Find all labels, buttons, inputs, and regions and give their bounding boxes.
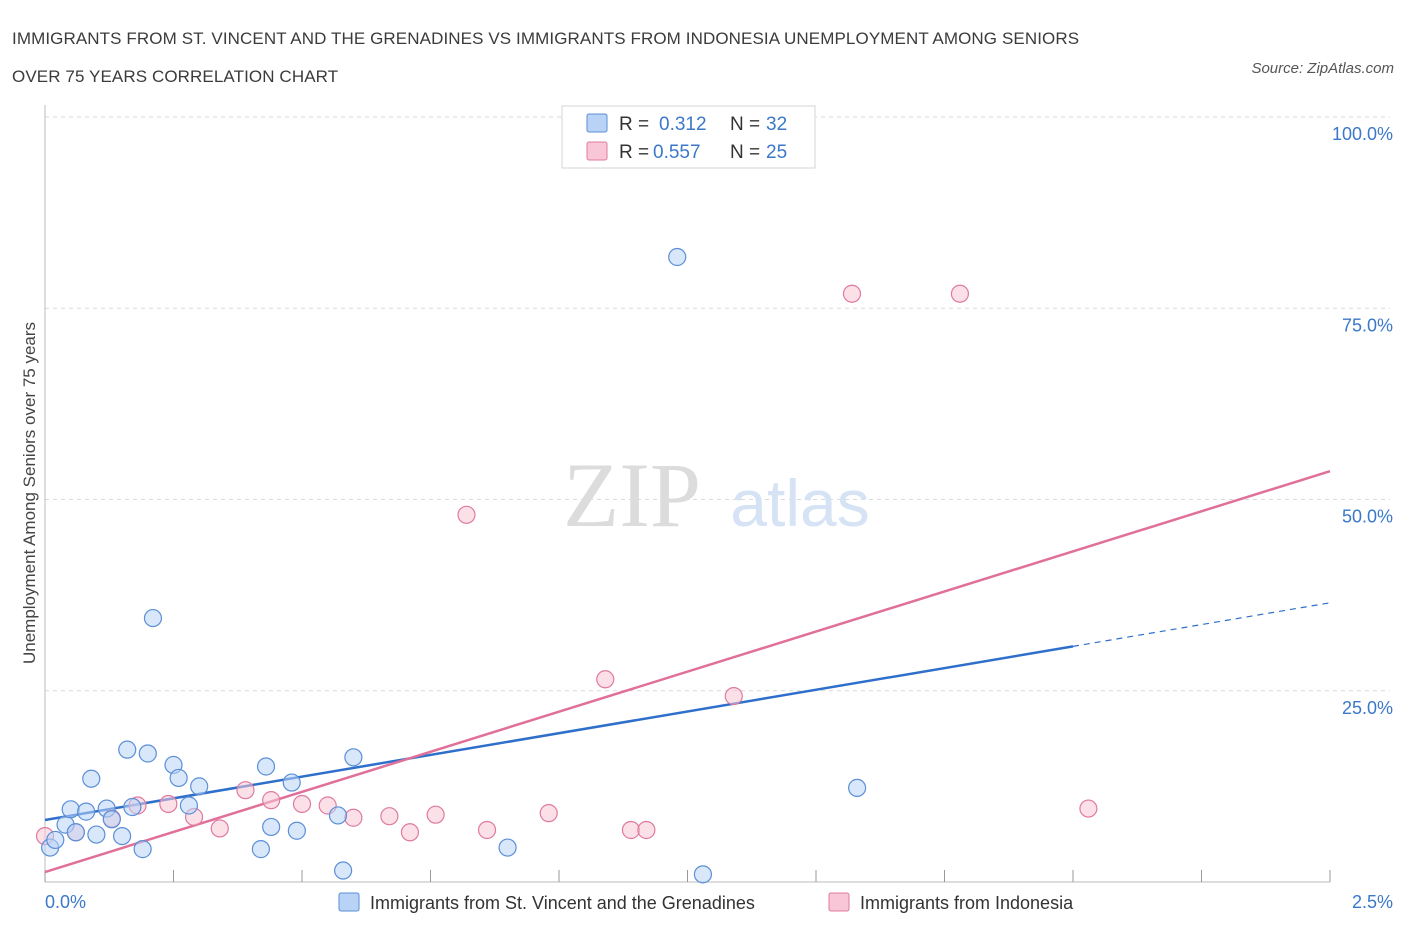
point-vincent-14 <box>138 744 157 763</box>
legend-stats: R = 0.312 N = 32 R = 0.557 N = 25 <box>561 105 816 169</box>
y-tick-label-3: 25.0% <box>1342 698 1393 718</box>
legend-bottom-swatch-blue <box>338 892 360 912</box>
legend-series: Immigrants from St. Vincent and the Gren… <box>338 892 1074 913</box>
point-indonesia-13 <box>400 823 420 842</box>
chart-title: IMMIGRANTS FROM ST. VINCENT AND THE GREN… <box>12 20 1079 96</box>
point-vincent-6 <box>82 769 101 788</box>
y-tick-label-2: 50.0% <box>1342 507 1393 527</box>
point-indonesia-16 <box>477 820 497 840</box>
watermark-atlas: atlas <box>730 466 869 540</box>
point-indonesia-22 <box>842 284 862 303</box>
chart-title-line2: OVER 75 YEARS CORRELATION CHART <box>12 67 339 86</box>
point-indonesia-14 <box>426 805 445 824</box>
point-indonesia-4 <box>159 794 178 814</box>
point-vincent-26 <box>334 861 353 880</box>
point-indonesia-9 <box>292 794 312 814</box>
point-vincent-27 <box>344 748 363 767</box>
point-indonesia-8 <box>262 791 281 810</box>
point-indonesia-20 <box>637 820 656 840</box>
watermark-zip: ZIP <box>563 444 701 546</box>
point-indonesia-11 <box>344 808 363 827</box>
trend-lines <box>44 470 1331 874</box>
point-indonesia-21 <box>724 687 743 706</box>
point-vincent-24 <box>287 821 306 840</box>
legend-bottom-label-pink: Immigrants from Indonesia <box>860 893 1074 913</box>
point-vincent-22 <box>262 817 281 837</box>
point-indonesia-24 <box>1079 799 1098 818</box>
point-vincent-17 <box>169 768 188 788</box>
point-indonesia-23 <box>950 284 970 303</box>
trend-line-vincent-extension <box>1072 602 1331 647</box>
x-tick-label-0: 0.0% <box>45 892 86 912</box>
point-vincent-3 <box>61 800 80 819</box>
trend-line-vincent <box>44 645 1074 822</box>
point-vincent-11 <box>118 740 137 759</box>
point-vincent-25 <box>328 806 348 825</box>
legend-bottom-label-blue: Immigrants from St. Vincent and the Gren… <box>370 893 755 913</box>
trend-line-indonesia <box>44 470 1331 874</box>
point-indonesia-19 <box>621 820 641 840</box>
point-vincent-12 <box>123 797 142 817</box>
source-label: Source: ZipAtlas.com <box>1251 60 1394 77</box>
legend-n-label-0: N = <box>730 114 760 135</box>
legend-r-label-0: R = <box>619 114 649 135</box>
legend-r-value-1: 0.557 <box>653 142 701 163</box>
data-points <box>35 247 1098 884</box>
point-vincent-5 <box>77 802 96 821</box>
y-tick-label-0: 100.0% <box>1332 124 1393 144</box>
point-vincent-19 <box>190 777 209 796</box>
point-vincent-7 <box>87 825 106 844</box>
chart-title-line1: IMMIGRANTS FROM ST. VINCENT AND THE GREN… <box>12 29 1080 48</box>
point-indonesia-18 <box>596 670 615 689</box>
point-indonesia-6 <box>210 819 229 838</box>
point-vincent-31 <box>848 778 867 798</box>
legend-n-label-1: N = <box>730 142 760 163</box>
point-indonesia-15 <box>457 505 476 524</box>
legend-n-value-1: 25 <box>766 142 787 163</box>
legend-n-value-0: 32 <box>766 114 787 135</box>
point-vincent-9 <box>102 810 121 829</box>
point-vincent-21 <box>256 757 276 776</box>
point-indonesia-7 <box>236 781 255 800</box>
watermark: ZIP atlas <box>563 444 870 546</box>
point-vincent-23 <box>282 773 301 792</box>
point-vincent-15 <box>143 608 163 628</box>
point-indonesia-12 <box>380 807 399 826</box>
point-vincent-4 <box>66 823 85 842</box>
point-vincent-18 <box>179 796 199 815</box>
y-tick-label-1: 75.0% <box>1342 315 1393 335</box>
point-vincent-30 <box>693 865 713 884</box>
y-axis-label: Unemployment Among Seniors over 75 years <box>20 322 39 664</box>
legend-bottom-swatch-pink <box>828 892 850 912</box>
tick-labels: 100.0% 75.0% 50.0% 25.0% 0.0% 2.5% <box>45 124 1393 912</box>
point-vincent-29 <box>668 247 687 267</box>
legend-r-label-1: R = <box>619 142 649 163</box>
point-vincent-20 <box>251 840 270 859</box>
point-vincent-28 <box>498 838 517 857</box>
legend-swatch-pink <box>586 141 608 161</box>
point-vincent-13 <box>133 840 152 859</box>
point-indonesia-17 <box>539 804 558 823</box>
legend-swatch-blue <box>586 113 608 133</box>
point-vincent-10 <box>112 826 132 846</box>
point-vincent-1 <box>46 830 65 850</box>
x-tick-label-1: 2.5% <box>1352 892 1393 912</box>
grid-lines <box>45 116 1390 692</box>
legend-r-value-0: 0.312 <box>659 114 707 135</box>
